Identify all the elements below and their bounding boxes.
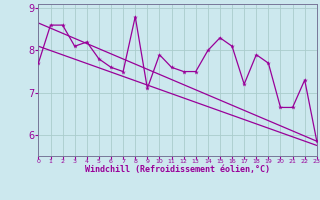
- X-axis label: Windchill (Refroidissement éolien,°C): Windchill (Refroidissement éolien,°C): [85, 165, 270, 174]
